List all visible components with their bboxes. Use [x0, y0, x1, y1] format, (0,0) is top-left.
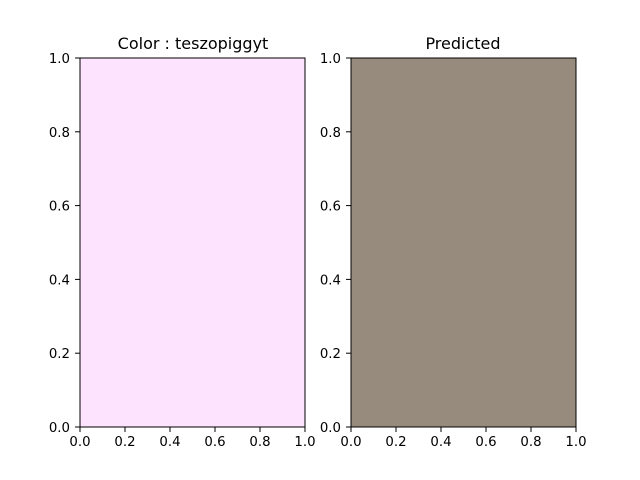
subplot-right: Predicted 0.0 0.2 0.4 0.6 0.8 1.0 0.0 0.2 0.4 0.6… — [320, 34, 587, 450]
x-tick-label: 1.0 — [565, 435, 586, 450]
y-tick-label: 0.6 — [49, 200, 70, 215]
x-tick-label: 0.2 — [385, 435, 406, 450]
x-tick-label: 1.0 — [294, 435, 315, 450]
x-tick-label: 0.6 — [204, 435, 225, 450]
y-tick-label: 0.8 — [320, 126, 341, 141]
x-tick-label: 0.8 — [520, 435, 541, 450]
y-tick-label: 0.2 — [320, 347, 341, 362]
x-tick-label: 0.2 — [114, 435, 135, 450]
y-tick-label: 0.2 — [49, 347, 70, 362]
y-tick-label: 1.0 — [320, 52, 341, 67]
axes-frame — [79, 57, 306, 428]
x-tick-label: 0.8 — [249, 435, 270, 450]
y-tick-label: 0.6 — [320, 200, 341, 215]
subplot-left: Color : teszopiggyt 0.0 0.2 0.4 0.6 0.8 1.0 0.… — [49, 34, 316, 450]
x-tick-label: 0.4 — [159, 435, 180, 450]
subplot-title: Color : teszopiggyt — [118, 34, 269, 53]
x-tick-label: 0.0 — [340, 435, 361, 450]
x-tick-label: 0.0 — [69, 435, 90, 450]
color-swatch-fill — [80, 58, 305, 427]
y-tick-label: 0.4 — [320, 273, 341, 288]
axes-frame — [350, 57, 577, 428]
color-swatch-fill — [351, 58, 576, 427]
x-tick-label: 0.4 — [430, 435, 451, 450]
y-tick-label: 0.8 — [49, 126, 70, 141]
y-tick-label: 0.0 — [49, 421, 70, 436]
y-tick-label: 0.4 — [49, 273, 70, 288]
x-tick-label: 0.6 — [475, 435, 496, 450]
subplot-title: Predicted — [425, 34, 500, 53]
y-tick-label: 0.0 — [320, 421, 341, 436]
y-tick-label: 1.0 — [49, 52, 70, 67]
